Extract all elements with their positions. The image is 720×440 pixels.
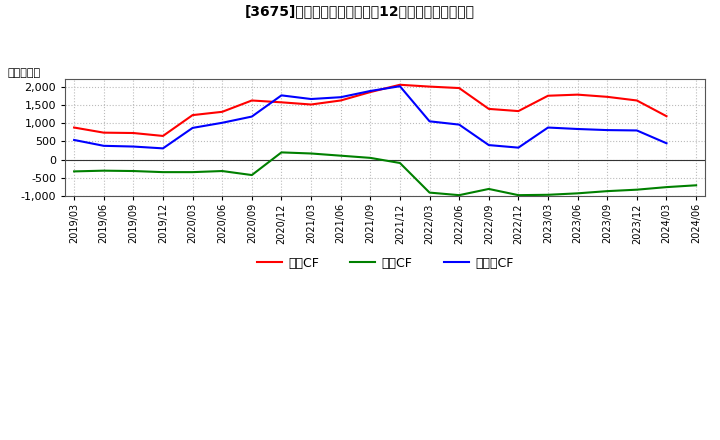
投資CF (514, 193, 523, 198)
Line: 営業CF: 営業CF (74, 85, 667, 136)
フリーCF (395, 84, 404, 89)
投資CF (692, 183, 701, 188)
営業CF (99, 130, 108, 135)
営業CF (366, 89, 374, 95)
フリーCF (218, 120, 227, 125)
フリーCF (99, 143, 108, 148)
営業CF (277, 100, 286, 105)
投資CF (307, 151, 315, 156)
Line: フリーCF: フリーCF (74, 86, 667, 148)
営業CF (395, 82, 404, 88)
投資CF (485, 186, 493, 191)
フリーCF (158, 146, 167, 151)
投資CF (70, 169, 78, 174)
営業CF (426, 84, 434, 89)
営業CF (455, 85, 464, 91)
営業CF (573, 92, 582, 97)
フリーCF (188, 125, 197, 131)
Legend: 営業CF, 投資CF, フリーCF: 営業CF, 投資CF, フリーCF (252, 252, 518, 275)
フリーCF (307, 96, 315, 102)
フリーCF (662, 141, 671, 146)
投資CF (662, 184, 671, 190)
フリーCF (366, 88, 374, 94)
投資CF (336, 153, 345, 158)
フリーCF (603, 128, 611, 133)
営業CF (662, 114, 671, 119)
フリーCF (70, 137, 78, 143)
営業CF (188, 113, 197, 118)
投資CF (544, 192, 552, 198)
投資CF (573, 191, 582, 196)
フリーCF (248, 114, 256, 119)
投資CF (129, 169, 138, 174)
営業CF (544, 93, 552, 99)
投資CF (395, 160, 404, 165)
投資CF (248, 172, 256, 178)
投資CF (455, 193, 464, 198)
営業CF (633, 98, 642, 103)
フリーCF (277, 93, 286, 98)
フリーCF (336, 95, 345, 100)
投資CF (633, 187, 642, 192)
営業CF (158, 133, 167, 139)
営業CF (603, 94, 611, 99)
営業CF (70, 125, 78, 130)
営業CF (485, 106, 493, 111)
投資CF (277, 150, 286, 155)
投資CF (366, 155, 374, 161)
営業CF (307, 102, 315, 107)
Text: [3675]　キャッシュフローの12か月移動合計の推移: [3675] キャッシュフローの12か月移動合計の推移 (245, 4, 475, 18)
投資CF (603, 188, 611, 194)
投資CF (158, 169, 167, 175)
投資CF (426, 190, 434, 195)
営業CF (218, 109, 227, 114)
Y-axis label: （百万円）: （百万円） (8, 68, 41, 78)
フリーCF (633, 128, 642, 133)
フリーCF (485, 143, 493, 148)
フリーCF (573, 126, 582, 132)
フリーCF (426, 119, 434, 124)
フリーCF (514, 145, 523, 150)
投資CF (99, 168, 108, 173)
営業CF (514, 108, 523, 114)
Line: 投資CF: 投資CF (74, 152, 696, 195)
フリーCF (129, 144, 138, 149)
営業CF (336, 98, 345, 103)
フリーCF (455, 122, 464, 127)
営業CF (129, 130, 138, 136)
フリーCF (544, 125, 552, 130)
投資CF (188, 169, 197, 175)
投資CF (218, 169, 227, 174)
営業CF (248, 98, 256, 103)
